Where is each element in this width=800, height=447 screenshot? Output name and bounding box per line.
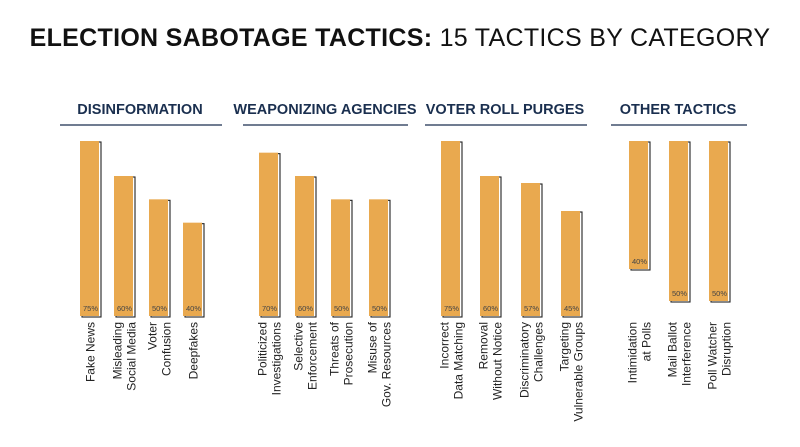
bar-label: Discriminatory Challenges [518, 322, 546, 398]
bar-value-label: 60% [117, 304, 132, 313]
bar-label-line: Data Matching [452, 322, 466, 399]
bar-value-label: 60% [298, 304, 313, 313]
bar-label: Politicized Investigations [256, 322, 284, 395]
bar-label-line: Targeting [558, 322, 572, 371]
bar-label-line: Poll Watcher [706, 322, 720, 390]
bar-value-label: 50% [712, 289, 727, 298]
bar [669, 141, 688, 301]
category-group: OTHER TACTICS 40% Intimidation at Polls 50% M… [611, 102, 747, 390]
bar-label: Voter Confusion [146, 322, 174, 376]
bar-label-line: Challenges [532, 322, 546, 382]
bar [561, 211, 580, 316]
bar-value-label: 70% [262, 304, 277, 313]
category-title: OTHER TACTICS [620, 102, 737, 118]
bar-label-line: Incorrect [438, 321, 452, 368]
bar [183, 222, 202, 316]
bar-value-label: 60% [483, 304, 498, 313]
bar [80, 141, 99, 316]
chart-title: ELECTION SABOTAGE TACTICS: 15 TACTICS BY… [0, 24, 800, 53]
bar-label-line: Without Notice [491, 322, 505, 400]
bar-label: Deepfakes [187, 322, 201, 379]
bar [331, 199, 350, 316]
bar-value-label: 75% [444, 304, 459, 313]
bar-label: Threats of Prosecution [328, 321, 356, 385]
bar-label: Fake News [84, 322, 98, 382]
bar-label-line: Social Media [125, 322, 139, 391]
bar-label-line: Enforcement [306, 321, 320, 390]
bar [441, 141, 460, 316]
bar [259, 152, 278, 316]
bar-label-line: Politicized [256, 322, 270, 376]
bar [629, 141, 648, 269]
bar-value-label: 45% [564, 304, 579, 313]
bar-value-label: 57% [524, 304, 539, 313]
bar-value-label: 40% [632, 257, 647, 266]
bar [521, 183, 540, 316]
bar-label-line: Voter [146, 322, 160, 350]
bar-label-line: Intimidation [626, 322, 640, 383]
bar-label: Misleading Social Media [111, 322, 139, 391]
bar-label-line: Fake News [84, 322, 98, 382]
bar-label: Intimidation at Polls [626, 322, 654, 383]
bar-label: Misuse of Gov. Resources [366, 321, 394, 407]
bar [709, 141, 728, 301]
bar-label: Incorrect Data Matching [438, 321, 466, 399]
bar-label-line: Threats of [328, 321, 342, 376]
bar-label-line: Misuse of [366, 321, 380, 373]
bar-label-line: Removal [477, 322, 491, 369]
category-title: VOTER ROLL PURGES [426, 102, 585, 118]
bar [149, 199, 168, 316]
bar-label-line: Disruption [720, 322, 734, 376]
bar-value-label: 50% [334, 304, 349, 313]
chart-title-bold: ELECTION SABOTAGE TACTICS: [29, 24, 433, 52]
bar-value-label: 40% [186, 304, 201, 313]
category-group: WEAPONIZING AGENCIES 70% Politicized Invest… [233, 102, 416, 407]
bar-label-line: Prosecution [342, 322, 356, 385]
category-title: DISINFORMATION [77, 102, 202, 118]
bar-label-line: Gov. Resources [380, 322, 394, 407]
chart-title-light: 15 TACTICS BY CATEGORY [439, 24, 771, 52]
bar-label-line: Interference [680, 322, 694, 386]
bar-value-label: 50% [372, 304, 387, 313]
bar-label: Selective Enforcement [292, 321, 320, 390]
bar-value-label: 50% [152, 304, 167, 313]
category-group: VOTER ROLL PURGES 75% Incorrect Data Matchi… [425, 102, 587, 422]
bar-label-line: at Polls [640, 322, 654, 361]
bar-label-line: Discriminatory [518, 322, 532, 398]
bar [114, 176, 133, 316]
bar-value-label: 50% [672, 289, 687, 298]
bar [480, 176, 499, 316]
bar-label: Poll Watcher Disruption [706, 322, 734, 390]
category-group: DISINFORMATION 75% Fake News 60% Misleading S… [60, 102, 222, 391]
bar [295, 176, 314, 316]
bar-label-line: Investigations [270, 322, 284, 395]
bar-label-line: Mail Ballot [666, 321, 680, 377]
bar-value-label: 75% [83, 304, 98, 313]
bar-label-line: Deepfakes [187, 322, 201, 379]
bar-label: Mail Ballot Interference [666, 321, 694, 386]
bar-label: Removal Without Notice [477, 322, 505, 400]
bar-label: Targeting Vulnerable Groups [558, 322, 586, 422]
bar-label-line: Confusion [160, 322, 174, 376]
category-title: WEAPONIZING AGENCIES [233, 102, 416, 118]
bar-label-line: Selective [292, 322, 306, 371]
bar-label-line: Vulnerable Groups [572, 322, 586, 422]
bar [369, 199, 388, 316]
bar-label-line: Misleading [111, 322, 125, 379]
